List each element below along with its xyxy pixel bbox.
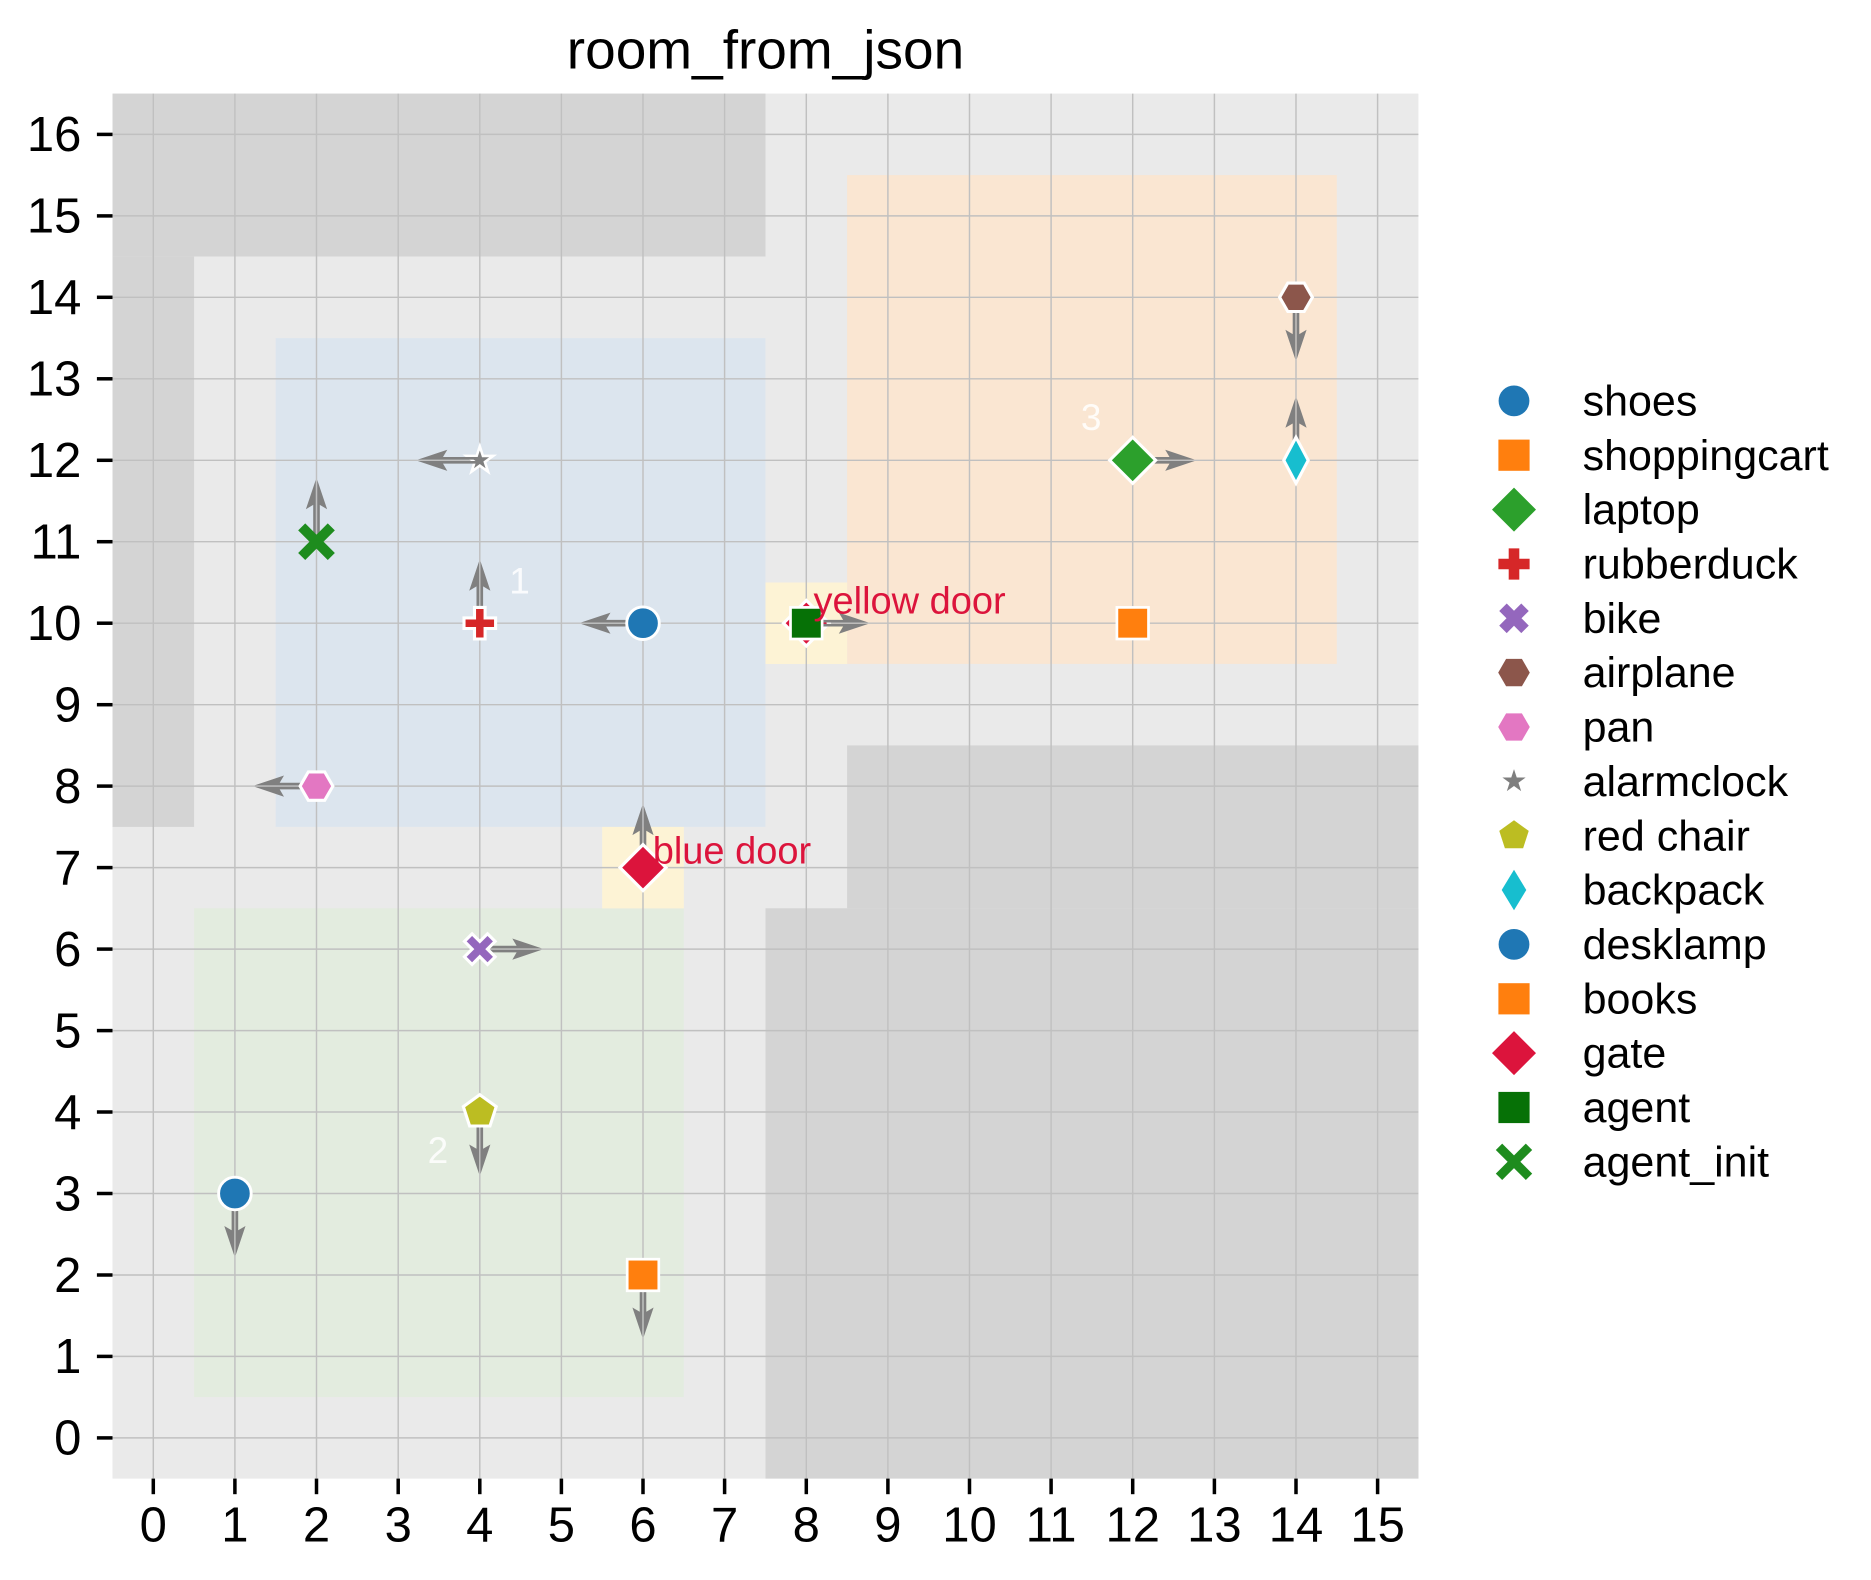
svg-text:9: 9 [54,679,81,733]
svg-text:2: 2 [428,1130,449,1171]
svg-text:9: 9 [874,1498,901,1552]
svg-text:13: 13 [1187,1498,1242,1552]
svg-text:7: 7 [54,841,81,895]
svg-text:yellow door: yellow door [814,580,1007,622]
svg-text:0: 0 [54,1412,81,1466]
svg-text:alarmclock: alarmclock [1583,758,1789,806]
svg-text:1: 1 [509,561,530,602]
svg-text:4: 4 [54,1086,81,1140]
svg-text:8: 8 [793,1498,820,1552]
svg-text:2: 2 [303,1498,330,1552]
svg-text:10: 10 [27,597,82,651]
svg-text:5: 5 [548,1498,575,1552]
svg-text:desklamp: desklamp [1583,921,1767,969]
svg-text:books: books [1583,975,1698,1023]
svg-text:12: 12 [27,434,82,488]
svg-text:6: 6 [629,1498,656,1552]
svg-text:agent_init: agent_init [1583,1138,1770,1186]
svg-text:shoppingcart: shoppingcart [1583,432,1829,480]
svg-text:3: 3 [385,1498,412,1552]
svg-text:room_from_json: room_from_json [567,18,964,80]
svg-text:6: 6 [54,923,81,977]
svg-text:bike: bike [1583,595,1662,643]
svg-text:3: 3 [1081,397,1102,438]
svg-text:11: 11 [31,516,82,570]
svg-text:1: 1 [221,1498,248,1552]
svg-text:5: 5 [54,1004,81,1058]
svg-text:backpack: backpack [1583,867,1765,915]
svg-text:13: 13 [27,353,82,407]
svg-text:14: 14 [27,271,82,325]
svg-text:15: 15 [1350,1498,1405,1552]
svg-text:7: 7 [711,1498,738,1552]
svg-text:blue door: blue door [653,831,812,873]
svg-text:12: 12 [1105,1498,1160,1552]
svg-text:11: 11 [1026,1498,1077,1552]
svg-text:14: 14 [1269,1498,1324,1552]
svg-text:2: 2 [54,1249,81,1303]
svg-text:10: 10 [942,1498,997,1552]
svg-text:4: 4 [466,1498,493,1552]
svg-text:airplane: airplane [1583,649,1736,697]
svg-text:laptop: laptop [1583,486,1700,534]
svg-text:15: 15 [27,190,82,244]
svg-text:pan: pan [1583,704,1655,752]
svg-text:8: 8 [54,760,81,814]
svg-text:red chair: red chair [1583,812,1750,860]
svg-text:shoes: shoes [1583,378,1698,426]
svg-text:agent: agent [1583,1084,1691,1132]
svg-text:0: 0 [140,1498,167,1552]
svg-text:3: 3 [54,1167,81,1221]
svg-text:rubberduck: rubberduck [1583,541,1799,589]
svg-text:16: 16 [27,108,82,162]
svg-text:gate: gate [1583,1030,1667,1078]
svg-text:1: 1 [54,1330,81,1384]
